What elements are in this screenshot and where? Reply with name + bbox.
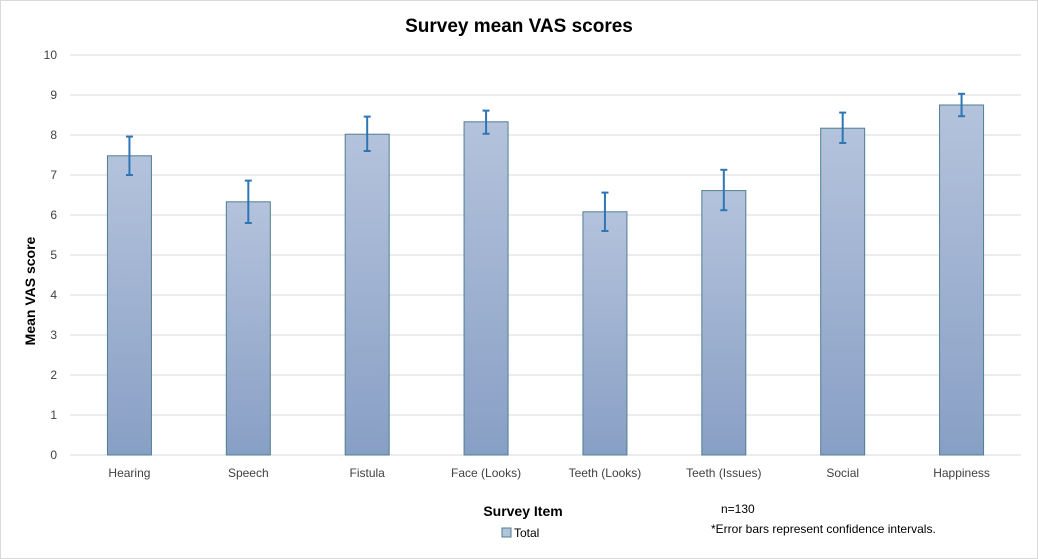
x-tick-label: Happiness (933, 466, 990, 480)
y-tick-label: 5 (50, 248, 57, 262)
bar (820, 127, 866, 456)
error-bar (244, 179, 252, 224)
y-tick-label: 8 (50, 128, 57, 142)
bar (939, 104, 985, 456)
x-tick-label: Speech (228, 466, 269, 480)
chart-title: Survey mean VAS scores (405, 16, 633, 37)
x-tick-label: Fistula (350, 466, 386, 480)
bars (106, 92, 985, 456)
error-bar (958, 92, 966, 118)
y-tick-label: 10 (44, 48, 58, 62)
x-axis-ticks: Hearing Speech Fistula Face (Looks) Teeth (L… (108, 466, 989, 480)
y-axis-title: Mean VAS score (22, 236, 38, 345)
y-tick-label: 3 (50, 328, 57, 342)
bar (106, 155, 152, 456)
y-tick-label: 0 (50, 448, 57, 462)
x-tick-label: Teeth (Looks) (569, 466, 642, 480)
error-bar (839, 111, 847, 144)
y-tick-label: 4 (50, 288, 57, 302)
x-axis-title: Survey Item (483, 503, 562, 519)
y-tick-label: 1 (50, 408, 57, 422)
bar (463, 121, 509, 456)
error-bar-note: *Error bars represent confidence interva… (711, 522, 936, 536)
y-tick-label: 7 (50, 168, 57, 182)
x-tick-label: Hearing (108, 466, 150, 480)
legend: Total (501, 526, 539, 540)
y-tick-label: 2 (50, 368, 57, 382)
legend-label-total: Total (514, 526, 539, 540)
bar (344, 133, 390, 456)
x-tick-label: Teeth (Issues) (686, 466, 761, 480)
bar (225, 201, 271, 456)
error-bar (482, 109, 490, 135)
error-bar (720, 168, 728, 212)
error-bar (601, 191, 609, 232)
error-bar (125, 135, 133, 176)
bar (701, 190, 747, 456)
x-tick-label: Face (Looks) (451, 466, 521, 480)
error-bar (363, 115, 371, 152)
x-tick-label: Social (826, 466, 859, 480)
sample-size-note: n=130 (721, 502, 755, 516)
y-tick-label: 6 (50, 208, 57, 222)
gridlines (70, 54, 1021, 456)
legend-swatch-total (501, 527, 512, 538)
y-axis-ticks: 0 1 2 3 4 5 6 7 8 9 10 (44, 48, 58, 462)
y-tick-label: 9 (50, 88, 57, 102)
bar (582, 211, 628, 456)
